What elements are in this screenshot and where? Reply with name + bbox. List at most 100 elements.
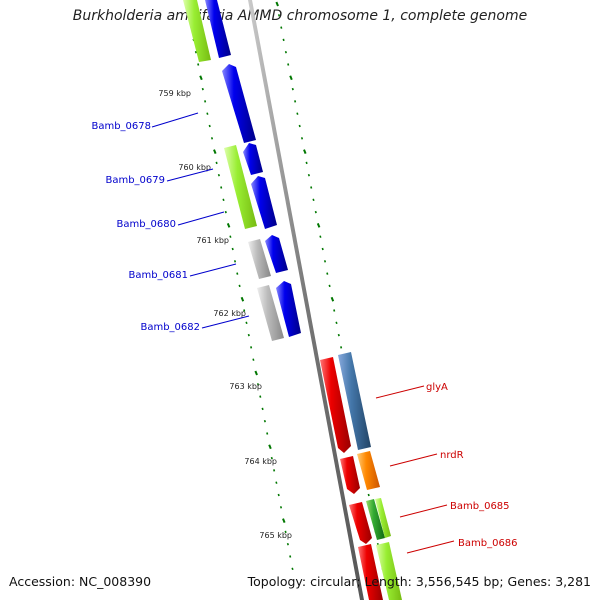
leader-bamb-0686 bbox=[406, 540, 455, 554]
minor-tick bbox=[245, 321, 248, 325]
kbp-label: 764 kbp bbox=[244, 457, 277, 466]
minor-tick bbox=[220, 186, 223, 189]
gene-label-bamb-0685[interactable]: Bamb_0685 bbox=[450, 501, 510, 512]
cds-arrow-glya[interactable] bbox=[320, 357, 351, 453]
gene-label-glya[interactable]: glyA bbox=[426, 382, 448, 393]
minor-tick bbox=[236, 272, 239, 275]
minor-tick bbox=[307, 173, 310, 177]
minor-tick bbox=[277, 14, 281, 17]
cog-box-nrdr[interactable] bbox=[357, 451, 380, 490]
kbp-label: 763 kbp bbox=[229, 382, 262, 391]
major-tick bbox=[303, 149, 307, 154]
minor-tick bbox=[263, 419, 266, 423]
minor-tick bbox=[328, 284, 331, 288]
kbp-label: 760 kbp bbox=[178, 163, 211, 172]
major-tick bbox=[316, 223, 321, 228]
minor-tick bbox=[238, 284, 241, 288]
gene-labels-right: glyA nrdR Bamb_0685 Bamb_0686 bbox=[375, 382, 518, 554]
minor-tick bbox=[261, 407, 264, 411]
minor-tick bbox=[333, 309, 336, 312]
leader-bamb-0680 bbox=[177, 211, 225, 226]
minor-tick bbox=[259, 395, 262, 398]
minor-tick bbox=[296, 112, 299, 115]
cog-box-glya[interactable] bbox=[338, 352, 371, 450]
gene-label-nrdr[interactable]: nrdR bbox=[440, 450, 464, 461]
cds-arrow-bamb-0681[interactable] bbox=[265, 235, 288, 273]
minor-tick bbox=[256, 383, 260, 386]
gene-label-bamb-0678[interactable]: Bamb_0678 bbox=[91, 121, 151, 132]
minor-tick bbox=[206, 112, 209, 115]
cog-box-bamb-0685-b[interactable] bbox=[375, 498, 391, 538]
minor-tick bbox=[326, 272, 329, 275]
gene-label-bamb-0686[interactable]: Bamb_0686 bbox=[458, 538, 518, 549]
minor-tick bbox=[314, 210, 317, 214]
major-tick bbox=[330, 296, 335, 302]
cds-arrow-bamb-0678[interactable] bbox=[222, 64, 256, 143]
minor-tick bbox=[337, 333, 340, 337]
minor-tick bbox=[321, 247, 324, 251]
cog-box-bamb-0686[interactable] bbox=[376, 542, 402, 600]
kbp-label: 759 kbp bbox=[158, 89, 191, 98]
minor-tick bbox=[194, 50, 197, 54]
minor-tick bbox=[284, 530, 287, 534]
minor-tick bbox=[197, 63, 200, 66]
leader-bamb-0679 bbox=[166, 168, 214, 182]
minor-tick bbox=[284, 50, 287, 54]
minor-tick bbox=[305, 161, 308, 165]
backbone-line bbox=[248, 0, 364, 600]
gene-label-bamb-0681[interactable]: Bamb_0681 bbox=[128, 270, 188, 281]
minor-tick bbox=[277, 493, 280, 497]
minor-tick bbox=[201, 87, 204, 91]
leader-bamb-0681 bbox=[189, 263, 237, 277]
minor-tick bbox=[298, 124, 301, 128]
minor-tick bbox=[291, 87, 294, 91]
cog-box-bamb-0679[interactable] bbox=[224, 145, 257, 229]
cog-box-bamb-0682[interactable] bbox=[257, 285, 284, 341]
minor-tick bbox=[275, 481, 278, 484]
leader-glya bbox=[375, 385, 425, 399]
cds-arrow-bamb-0679[interactable] bbox=[243, 143, 263, 175]
minor-tick bbox=[319, 235, 322, 238]
leader-bamb-0678 bbox=[151, 112, 199, 128]
minor-tick bbox=[222, 198, 225, 202]
leader-nrdr bbox=[389, 453, 438, 467]
gene-label-bamb-0679[interactable]: Bamb_0679 bbox=[105, 175, 165, 186]
major-tick bbox=[226, 223, 231, 228]
minor-tick bbox=[323, 260, 327, 263]
minor-tick bbox=[310, 186, 313, 189]
features-left bbox=[183, 0, 301, 341]
minor-tick bbox=[217, 173, 220, 177]
minor-tick bbox=[215, 161, 218, 165]
minor-tick bbox=[243, 309, 246, 312]
minor-tick bbox=[282, 38, 285, 42]
minor-tick bbox=[300, 137, 304, 140]
cds-arrow-bamb-0686[interactable] bbox=[358, 544, 383, 600]
major-tick bbox=[240, 296, 245, 302]
minor-tick bbox=[231, 247, 234, 251]
minor-tick bbox=[229, 235, 232, 238]
leader-bamb-0685 bbox=[399, 504, 448, 518]
minor-tick bbox=[266, 432, 269, 435]
cds-arrow-top bbox=[205, 0, 231, 58]
cog-box-bamb-0681[interactable] bbox=[248, 239, 271, 279]
minor-tick bbox=[367, 493, 370, 497]
gene-label-bamb-0680[interactable]: Bamb_0680 bbox=[116, 219, 176, 230]
minor-tick bbox=[273, 469, 276, 472]
cds-arrow-bamb-0685[interactable] bbox=[349, 502, 372, 544]
features-right bbox=[320, 352, 402, 600]
kbp-labels: 759 kbp 760 kbp 761 kbp 762 kbp 763 kbp … bbox=[158, 89, 292, 540]
cds-arrow-bamb-0680[interactable] bbox=[251, 176, 277, 229]
major-tick bbox=[268, 444, 272, 450]
gene-label-bamb-0682[interactable]: Bamb_0682 bbox=[140, 322, 200, 333]
major-tick bbox=[282, 518, 286, 523]
minor-tick bbox=[233, 260, 237, 263]
cog-box-bamb-0685-a[interactable] bbox=[366, 499, 385, 540]
minor-tick bbox=[289, 555, 292, 558]
minor-tick bbox=[204, 100, 207, 103]
kbp-label: 765 kbp bbox=[259, 531, 292, 540]
cds-arrow-nrdr[interactable] bbox=[340, 456, 360, 494]
minor-tick bbox=[286, 542, 289, 546]
minor-tick bbox=[335, 321, 338, 325]
cds-arrow-bamb-0682[interactable] bbox=[276, 281, 301, 337]
minor-tick bbox=[340, 346, 343, 349]
